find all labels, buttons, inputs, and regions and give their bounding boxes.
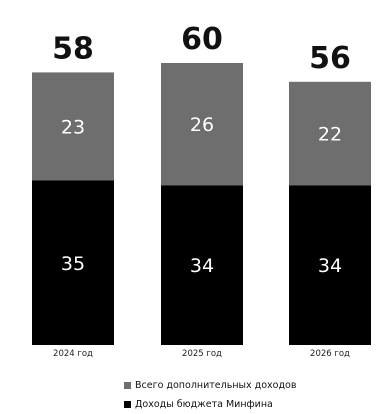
x-tick-label-1: 2024 год (53, 349, 93, 359)
segment-value-label-additional-3: 22 (318, 124, 342, 146)
segment-value-label-additional-1: 23 (61, 116, 85, 138)
legend-label-budget-income: Доходы бюджета Минфина (135, 399, 273, 410)
bar-total-label-1: 58 (52, 31, 94, 66)
segment-value-label-budget-1: 35 (61, 253, 85, 275)
segment-value-label-additional-2: 26 (190, 114, 214, 136)
bar-segment-additional-2 (161, 63, 243, 186)
bar-segment-additional-1 (32, 72, 114, 181)
chart-legend: Всего дополнительных доходов Доходы бюдж… (124, 376, 296, 414)
segment-value-label-budget-3: 34 (318, 255, 342, 277)
legend-item-additional-income: Всего дополнительных доходов (124, 376, 296, 395)
legend-item-budget-income: Доходы бюджета Минфина (124, 395, 296, 414)
legend-swatch-additional-income (124, 382, 131, 389)
bar-segment-additional-3 (289, 81, 371, 186)
bar-segment-budget-1 (32, 180, 114, 345)
x-tick-label-3: 2026 год (310, 349, 350, 359)
legend-swatch-budget-income (124, 401, 131, 408)
legend-label-additional-income: Всего дополнительных доходов (135, 380, 297, 391)
bar-total-label-3: 56 (309, 41, 351, 76)
segment-value-label-budget-2: 34 (190, 255, 214, 277)
bar-segment-budget-2 (161, 185, 243, 345)
bar-total-label-2: 60 (181, 22, 223, 57)
bar-segment-budget-3 (289, 185, 371, 345)
x-tick-label-2: 2025 год (182, 349, 222, 359)
